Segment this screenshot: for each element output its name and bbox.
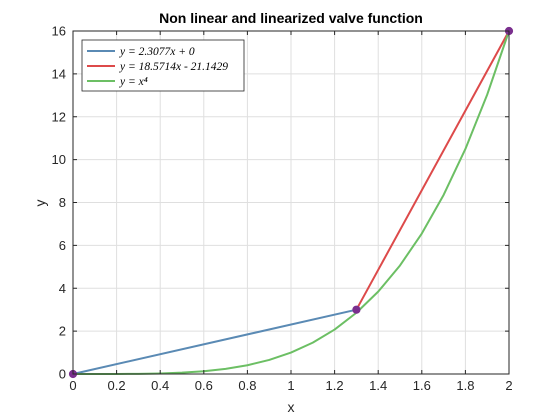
y-axis-label: y [32, 200, 48, 207]
x-tick-label: 2 [505, 378, 512, 393]
y-tick-label: 16 [52, 24, 66, 39]
legend: y = 2.3077x + 0 y = 18.5714x - 21.1429 y =… [81, 39, 245, 92]
y-tick-label: 6 [59, 238, 66, 253]
data-point-marker [352, 305, 361, 314]
x-tick-label: 0.2 [108, 378, 126, 393]
y-tick-label: 14 [52, 66, 66, 81]
x-tick-label: 1 [287, 378, 294, 393]
tick-layer: 0 0.2 0.4 0.6 0.8 1 1.2 1.4 1.6 1.8 2 0 2 4 6 8 10 12 14 16 [52, 24, 513, 394]
legend-label-3: y = x⁴ [119, 76, 148, 88]
x-tick-label: 0.4 [151, 378, 169, 393]
x-tick-label: 1.8 [456, 378, 474, 393]
chart-title: Non linear and linearized valve function [159, 10, 423, 26]
series-line-1 [72, 308, 358, 375]
legend-label-2: y = 18.5714x - 21.1429 [119, 61, 228, 73]
y-tick-label: 2 [59, 324, 66, 339]
x-axis-label: x [288, 399, 295, 415]
y-tick-label: 0 [59, 367, 66, 382]
legend-items: y = 2.3077x + 0 y = 18.5714x - 21.1429 y =… [87, 46, 228, 88]
series-line-2 [355, 30, 510, 311]
x-tick-label: 1.2 [326, 378, 344, 393]
x-tick-label: 0.6 [195, 378, 213, 393]
x-tick-label: 1.6 [413, 378, 431, 393]
y-tick-label: 12 [52, 109, 66, 124]
legend-label-1: y = 2.3077x + 0 [119, 46, 195, 58]
y-tick-label: 8 [59, 195, 66, 210]
x-tick-label: 0.8 [238, 378, 256, 393]
y-tick-label: 4 [59, 281, 66, 296]
x-tick-label: 1.4 [369, 378, 387, 393]
x-tick-label: 0 [69, 378, 76, 393]
y-tick-label: 10 [52, 152, 66, 167]
